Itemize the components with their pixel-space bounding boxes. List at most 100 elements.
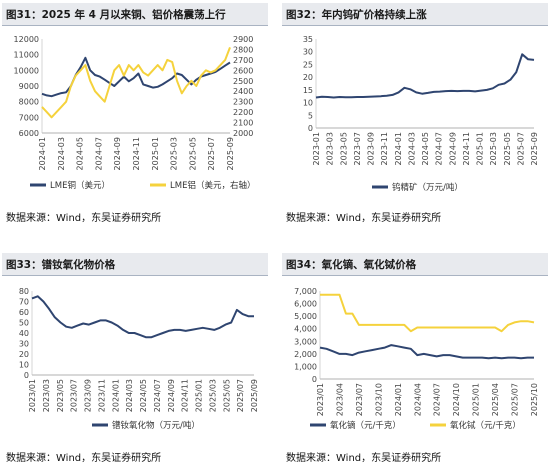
figure-title-bar: 图34：氧化镝、氧化铽价格 — [282, 253, 548, 276]
x-tick-label: 2024-09 — [113, 137, 122, 170]
x-tick-label: 2023-11 — [380, 132, 389, 165]
x-tick-label: 2024/07 — [153, 379, 162, 412]
x-tick-label: 2025-05 — [188, 137, 197, 170]
y-tick-label: 10000 — [14, 66, 39, 75]
legend-label: LME铜（美元） — [50, 180, 110, 191]
y-tick-label: 20 — [303, 73, 313, 82]
y-tick-label: 70 — [19, 298, 29, 307]
y-right-tick-label: 2300 — [233, 98, 253, 107]
y-tick-label: 20 — [19, 350, 29, 359]
x-tick-label: 2024-01 — [38, 137, 47, 170]
series-line-1 — [320, 293, 535, 333]
x-tick-label: 2024-03 — [57, 137, 66, 170]
x-tick-label: 2023/07 — [70, 379, 79, 412]
x-tick-label: 2023-03 — [326, 132, 335, 165]
x-tick-label: 2024/11 — [181, 379, 190, 412]
x-tick-label: 2025/04 — [491, 383, 500, 416]
y-right-tick-label: 2400 — [233, 87, 253, 96]
figure-title-bar: 图33：镨钕氧化物价格 — [2, 253, 268, 276]
y-tick-label: 5,000 — [294, 312, 317, 321]
y-right-tick-label: 2700 — [233, 56, 253, 65]
x-tick-label: 2024/10 — [452, 383, 461, 416]
x-tick-label: 2024-09 — [448, 132, 457, 165]
series-line-1 — [41, 47, 231, 119]
y-tick-label: 0 — [308, 124, 313, 133]
x-tick-label: 2023-01 — [312, 132, 321, 165]
x-tick-label: 2024/09 — [167, 379, 176, 412]
x-tick-label: 2025/03 — [208, 379, 217, 412]
x-tick-label: 2024-11 — [132, 137, 141, 170]
figure-title: 图33：镨钕氧化物价格 — [6, 259, 116, 271]
panel-dy-tb-oxide: 图34：氧化镝、氧化铽价格 7,000 6,000 5,000 4,000 3,000 2… — [282, 253, 548, 465]
x-tick-label: 2024-05 — [76, 137, 85, 170]
y-tick-label: 60 — [19, 308, 29, 317]
y-tick-label: 9000 — [19, 82, 39, 91]
x-tick-label: 2024/01 — [111, 379, 120, 412]
y-tick-label: 1,000 — [294, 362, 317, 371]
panel-prnd-oxide: 图33：镨钕氧化物价格 80 70 60 50 40 30 20 10 0 2023/01 2023… — [2, 253, 268, 465]
y-tick-label: 5 — [308, 111, 313, 120]
x-tick-label: 2024/03 — [125, 379, 134, 412]
x-tick-label: 2023/05 — [56, 379, 65, 412]
data-source: 数据来源：Wind，东吴证券研究所 — [286, 213, 442, 224]
x-tick-label: 2023/04 — [335, 383, 344, 416]
panel-copper-aluminum: 图31：2025 年 4 月以来铜、铝价格震荡上行 12000 11000 1000… — [2, 3, 268, 225]
y-tick-label: 3,000 — [294, 337, 317, 346]
y-tick-label: 50 — [19, 319, 29, 328]
series-line-0 — [31, 295, 254, 339]
y-right-tick-label: 2200 — [233, 108, 253, 117]
x-tick-label: 2025/07 — [511, 383, 520, 416]
y-tick-label: 10 — [303, 99, 313, 108]
legend-label: 钨精矿（万元/吨） — [392, 182, 463, 193]
x-tick-label: 2025/07 — [236, 379, 245, 412]
legend-label: LME铝（美元，右轴） — [170, 180, 255, 191]
y-tick-label: 2,000 — [294, 350, 317, 359]
x-tick-label: 2024-07 — [435, 132, 444, 165]
y-tick-label: 40 — [19, 329, 29, 338]
x-tick-label: 2024/05 — [139, 379, 148, 412]
x-tick-label: 2025-09 — [530, 132, 539, 165]
x-tick-label: 2024/07 — [433, 383, 442, 416]
figure-title-bar: 图31：2025 年 4 月以来铜、铝价格震荡上行 — [2, 3, 268, 26]
y-tick-label: 0 — [24, 371, 29, 380]
y-tick-label: 4,000 — [294, 325, 317, 334]
chart-dy-tb-oxide: 7,0006,0005,0004,0003,0002,0001,00002023… — [294, 287, 539, 431]
x-tick-label: 2024-01 — [394, 132, 403, 165]
figure-title: 图34：氧化镝、氧化铽价格 — [286, 259, 417, 271]
x-tick-label: 2024-11 — [462, 132, 471, 165]
x-tick-label: 2025-09 — [226, 137, 235, 170]
x-tick-label: 2023/09 — [84, 379, 93, 412]
y-tick-label: 7,000 — [294, 287, 317, 296]
y-tick-label: 6,000 — [294, 300, 317, 309]
x-tick-label: 2025/10 — [530, 383, 539, 416]
y-tick-label: 12000 — [14, 35, 39, 44]
y-right-tick-label: 2600 — [233, 66, 253, 75]
data-source: 数据来源：Wind，东吴证券研究所 — [6, 213, 162, 224]
y-right-tick-label: 2800 — [233, 45, 253, 54]
y-tick-label: 15 — [303, 86, 313, 95]
figure-title: 图32：年内钨矿价格持续上涨 — [286, 9, 427, 21]
x-tick-label: 2025/01 — [472, 383, 481, 416]
y-tick-label: 25 — [303, 60, 313, 69]
y-tick-label: 30 — [19, 340, 29, 349]
y-tick-label: 6000 — [19, 129, 39, 138]
x-tick-label: 2023/01 — [316, 383, 325, 416]
x-tick-label: 2023/01 — [28, 379, 37, 412]
figure-title: 图31：2025 年 4 月以来铜、铝价格震荡上行 — [6, 9, 226, 21]
y-tick-label: 35 — [303, 35, 313, 44]
x-tick-label: 2024/01 — [394, 383, 403, 416]
figure-title-bar: 图32：年内钨矿价格持续上涨 — [282, 3, 548, 26]
x-tick-label: 2025-01 — [151, 137, 160, 170]
x-tick-label: 2025-03 — [489, 132, 498, 165]
x-tick-label: 2025/01 — [195, 379, 204, 412]
x-tick-label: 2024-03 — [407, 132, 416, 165]
x-tick-label: 2023/10 — [374, 383, 383, 416]
y-right-tick-label: 2100 — [233, 119, 253, 128]
x-tick-label: 2025-07 — [207, 137, 216, 170]
x-tick-label: 2025-07 — [516, 132, 525, 165]
x-tick-label: 2025-03 — [170, 137, 179, 170]
y-right-tick-label: 2900 — [233, 35, 253, 44]
legend-label: 氧化镝（元/千克） — [330, 420, 401, 431]
